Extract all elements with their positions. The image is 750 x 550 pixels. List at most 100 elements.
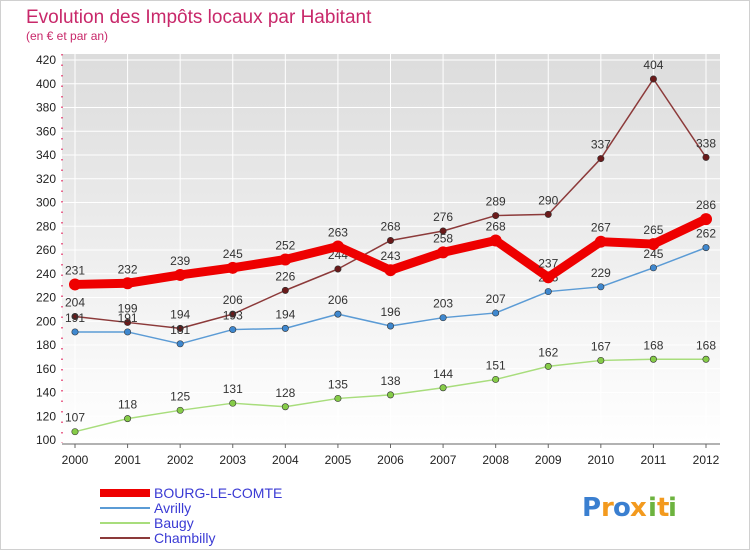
data-point [649, 75, 657, 83]
y-tick-label-400: 400 [36, 77, 56, 91]
data-label: 229 [591, 266, 611, 280]
data-label: 125 [170, 389, 190, 403]
data-label: 252 [275, 239, 295, 253]
data-label: 263 [328, 225, 348, 239]
legend-label: Chambilly [154, 530, 215, 546]
y-tick-label-180: 180 [36, 338, 56, 352]
logo-letter: x [630, 493, 647, 523]
data-point [492, 212, 500, 220]
data-label: 258 [433, 231, 453, 245]
data-label: 194 [170, 307, 190, 321]
x-tick-label-2005: 2005 [325, 453, 352, 467]
x-tick-label-2002: 2002 [167, 453, 194, 467]
legend-label: Avrilly [154, 500, 191, 516]
data-label: 206 [223, 293, 243, 307]
data-point [279, 253, 292, 266]
data-point [702, 153, 710, 161]
data-label: 118 [118, 398, 137, 412]
y-tick-label-420: 420 [36, 53, 56, 67]
axes: 100 120 140 160 180 200 220 240 260 280 300 320 340 3… [36, 53, 720, 467]
data-point [176, 324, 184, 332]
data-point [492, 309, 500, 317]
data-label: 207 [486, 292, 506, 306]
data-point [334, 310, 342, 318]
grid [62, 54, 720, 443]
data-label: 128 [275, 386, 295, 400]
data-point [69, 278, 81, 291]
data-point [124, 318, 132, 326]
legend-label: BOURG-LE-COMTE [154, 485, 282, 501]
x-tick-label-2008: 2008 [482, 453, 509, 467]
logo-letter: P [582, 493, 601, 523]
data-label: 167 [591, 339, 611, 353]
y-tick-label-240: 240 [36, 267, 56, 281]
data-point [124, 328, 132, 336]
y-tick-label-360: 360 [36, 124, 56, 138]
logo-letter: o [613, 493, 631, 523]
data-label: 191 [118, 311, 138, 325]
data-label: 267 [591, 221, 611, 235]
y-tick-label-160: 160 [36, 362, 56, 376]
data-label: 337 [591, 138, 611, 152]
y-tick-label-200: 200 [36, 314, 56, 328]
data-point [281, 286, 289, 294]
x-tick-label-2004: 2004 [272, 453, 299, 467]
data-point [386, 391, 394, 399]
data-point [176, 340, 184, 348]
data-label: 203 [433, 297, 453, 311]
data-label: 265 [643, 223, 663, 237]
x-tick-label-2001: 2001 [114, 453, 141, 467]
logo-letter: r [601, 493, 614, 523]
x-tick-label-2009: 2009 [535, 453, 562, 467]
data-label: 131 [223, 382, 243, 396]
data-label: 138 [380, 374, 400, 388]
data-label: 206 [328, 293, 348, 307]
data-point [124, 415, 132, 423]
data-label: 404 [643, 58, 663, 72]
data-point [386, 237, 394, 245]
data-point [334, 265, 342, 273]
data-point [702, 244, 710, 252]
y-tick-label-340: 340 [36, 148, 56, 162]
data-label: 204 [65, 296, 85, 310]
data-label: 268 [486, 220, 506, 234]
x-tick-label-2003: 2003 [219, 453, 246, 467]
series-bourg-le-comte: 231 232 239 245 252 263 243 258 268 237 267 265 286 [65, 198, 716, 291]
data-label: 168 [643, 338, 663, 352]
x-tick-label-2012: 2012 [693, 453, 720, 467]
data-point [597, 155, 605, 163]
data-point [386, 322, 394, 330]
data-point [437, 246, 450, 259]
data-point [229, 399, 237, 407]
y-tick-label-380: 380 [36, 101, 56, 115]
data-label: 181 [170, 323, 190, 337]
data-label: 191 [65, 311, 85, 325]
data-label: 194 [275, 307, 295, 321]
data-point [384, 264, 397, 277]
data-point [439, 384, 447, 392]
data-point [702, 355, 710, 363]
data-label: 226 [275, 269, 295, 283]
data-label: 162 [538, 345, 558, 359]
x-tick-label-2010: 2010 [587, 453, 614, 467]
data-label: 168 [696, 338, 716, 352]
data-point [542, 271, 555, 284]
y-tick-label-260: 260 [36, 243, 56, 257]
x-tick-label-2007: 2007 [430, 453, 457, 467]
data-point [334, 394, 342, 402]
data-point [229, 326, 237, 334]
chart-title: Evolution des Impôts locaux par Habitant [26, 7, 372, 28]
y-tick-label-120: 120 [36, 409, 56, 423]
data-point [649, 264, 657, 272]
data-point [226, 261, 239, 274]
x-tick-label-2011: 2011 [641, 453, 667, 467]
data-label: 135 [328, 377, 348, 391]
data-point [439, 227, 447, 235]
data-label: 193 [223, 309, 243, 323]
